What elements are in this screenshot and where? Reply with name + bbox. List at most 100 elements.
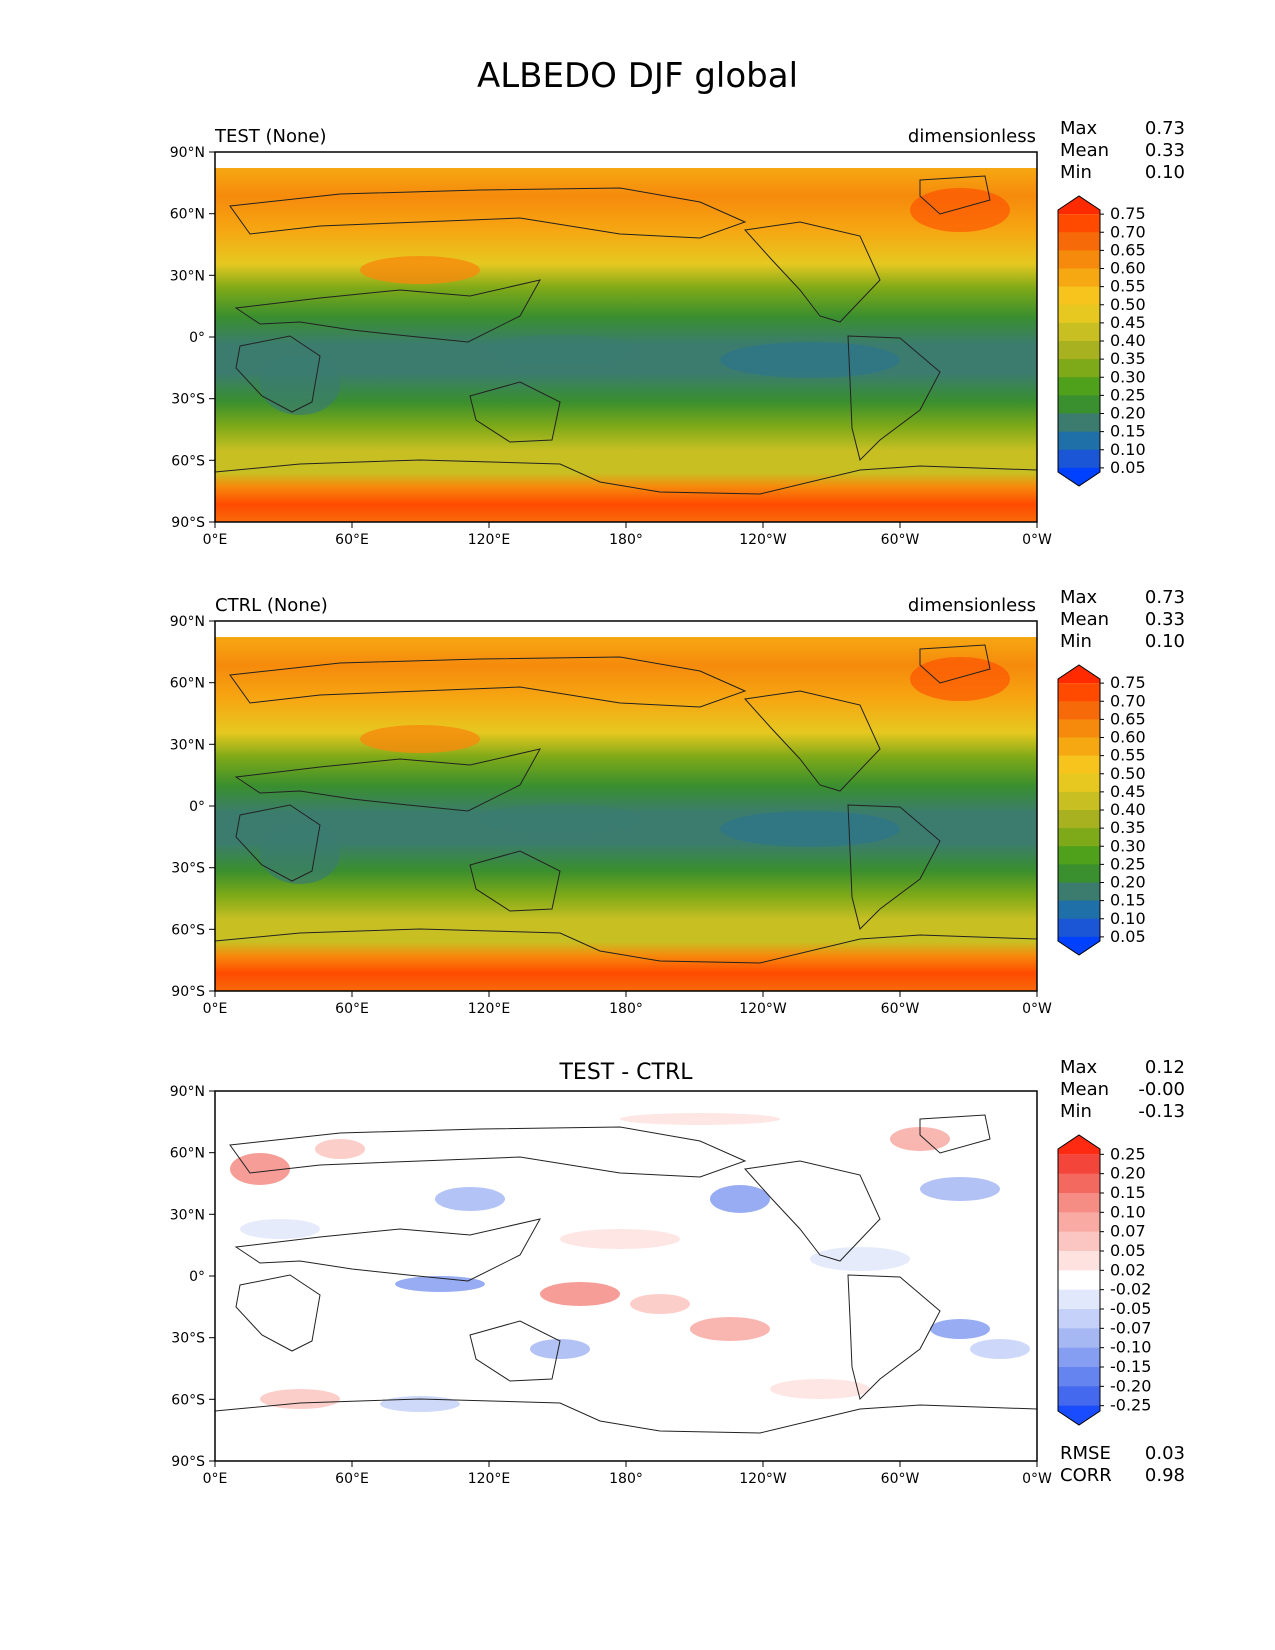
stat-value: 0.98 xyxy=(1145,1465,1185,1486)
stat-label: Min xyxy=(1060,1101,1092,1122)
colorbar-label: 0.50 xyxy=(1110,295,1146,314)
colorbar-segment xyxy=(1058,1193,1100,1213)
ytick-label: 60°N xyxy=(170,676,205,692)
stat-value: 0.10 xyxy=(1145,162,1185,183)
colorbar-segment xyxy=(1058,341,1100,360)
colorbar-segment xyxy=(1058,467,1100,486)
panel-diff-yaxis: 90°N 60°N 30°N 0° 30°S 60°S 90°S xyxy=(170,1084,215,1470)
colorbar-label: 0.45 xyxy=(1110,782,1146,801)
colorbar-segment xyxy=(1058,737,1100,757)
colorbar-label: 0.20 xyxy=(1110,873,1146,892)
colorbar-segment xyxy=(1058,232,1100,251)
colorbar-segment xyxy=(1058,304,1100,324)
xtick-label: 120°W xyxy=(739,1001,787,1017)
xtick-label: 0°W xyxy=(1022,532,1052,548)
colorbar-segment xyxy=(1058,791,1100,811)
xtick-label: 180° xyxy=(609,1001,643,1017)
xtick-label: 180° xyxy=(609,1471,643,1487)
colorbar-segment xyxy=(1058,882,1100,902)
colorbar-segment xyxy=(1058,1135,1100,1155)
panel-test-svg: TEST (None) dimensionless 90°N xyxy=(170,118,1185,548)
colorbar-segment xyxy=(1058,918,1100,938)
stat-value: 0.03 xyxy=(1145,1443,1185,1464)
stat-value: 0.73 xyxy=(1145,118,1185,139)
colorbar-label: 0.70 xyxy=(1110,222,1146,241)
panel-diff-colorbar: 0.250.200.150.100.070.050.02-0.02-0.05-0… xyxy=(1057,1134,1151,1426)
colorbar-label: 0.10 xyxy=(1110,1202,1146,1221)
xtick-label: 0°E xyxy=(203,1471,228,1487)
panel-test-colorbar: 0.750.700.650.600.550.500.450.400.350.30… xyxy=(1057,195,1146,487)
colorbar-label: 0.70 xyxy=(1110,691,1146,710)
colorbar-outline xyxy=(1057,195,1101,487)
xtick-label: 60°W xyxy=(881,1471,920,1487)
colorbar-segment xyxy=(1058,377,1100,396)
panel-diff-svg: TEST - CTRL xyxy=(170,1057,1185,1487)
stat-label: Mean xyxy=(1060,609,1109,630)
colorbar-label: 0.30 xyxy=(1110,367,1146,386)
colorbar-label: -0.07 xyxy=(1110,1318,1151,1337)
colorbar-label: -0.10 xyxy=(1110,1338,1151,1357)
colorbar-label: 0.05 xyxy=(1110,927,1146,946)
colorbar-segment xyxy=(1058,1309,1100,1329)
stat-label: Mean xyxy=(1060,1079,1109,1100)
xtick-label: 0°W xyxy=(1022,1471,1052,1487)
panel-ctrl-colorbar: 0.750.700.650.600.550.500.450.400.350.30… xyxy=(1057,664,1146,956)
colorbar-segment xyxy=(1058,449,1100,469)
colorbar-segment xyxy=(1058,395,1100,414)
colorbar-segment xyxy=(1058,936,1100,955)
stat-value: 0.33 xyxy=(1145,140,1185,161)
colorbar-label: 0.35 xyxy=(1110,349,1146,368)
ytick-label: 90°N xyxy=(170,145,205,161)
colorbar-outline xyxy=(1057,664,1101,956)
panel-ctrl-units: dimensionless xyxy=(908,595,1036,616)
colorbar-segment xyxy=(1058,1347,1100,1368)
panel-test-units: dimensionless xyxy=(908,126,1036,147)
colorbar-segment xyxy=(1058,268,1100,288)
ytick-label: 90°S xyxy=(171,515,205,531)
colorbar-label: 0.15 xyxy=(1110,891,1146,910)
ytick-label: 60°S xyxy=(171,1392,205,1408)
colorbar-label: 0.40 xyxy=(1110,331,1146,350)
colorbar-label: 0.10 xyxy=(1110,440,1146,459)
colorbar-segment xyxy=(1058,773,1100,793)
stat-label: RMSE xyxy=(1060,1443,1111,1464)
xtick-label: 60°E xyxy=(335,1471,369,1487)
colorbar-segment xyxy=(1058,900,1100,920)
stat-value: 0.73 xyxy=(1145,587,1185,608)
colorbar-label: 0.60 xyxy=(1110,728,1146,747)
panel-diff-center-title: TEST - CTRL xyxy=(558,1060,693,1085)
colorbar-label: 0.07 xyxy=(1110,1222,1146,1241)
panel-ctrl-left-title: CTRL (None) xyxy=(215,595,328,616)
xtick-label: 60°E xyxy=(335,1001,369,1017)
colorbar-label: 0.25 xyxy=(1110,385,1146,404)
stat-value: 0.10 xyxy=(1145,631,1185,652)
ytick-label: 30°S xyxy=(171,1331,205,1347)
colorbar-label: 0.15 xyxy=(1110,1183,1146,1202)
panel-diff-xaxis: 0°E 60°E 120°E 180° 120°W 60°W 0°W xyxy=(203,1461,1052,1487)
colorbar-segment xyxy=(1058,701,1100,720)
colorbar-segment xyxy=(1058,1328,1100,1349)
panel-test-xaxis: 0°E 60°E 120°E 180° 120°W 60°W 0°W xyxy=(203,522,1052,548)
panel-ctrl-xaxis: 0°E 60°E 120°E 180° 120°W 60°W 0°W xyxy=(203,991,1052,1017)
ytick-label: 90°S xyxy=(171,984,205,1000)
stat-label: Max xyxy=(1060,118,1098,139)
colorbar-segment xyxy=(1058,1289,1100,1310)
colorbar-label: 0.55 xyxy=(1110,746,1146,765)
colorbar-segment xyxy=(1058,322,1100,342)
stat-value: -0.00 xyxy=(1138,1079,1185,1100)
colorbar-label: 0.20 xyxy=(1110,404,1146,423)
colorbar-segment xyxy=(1058,810,1100,829)
colorbar-segment xyxy=(1058,1173,1100,1194)
ytick-label: 60°S xyxy=(171,453,205,469)
ytick-label: 30°N xyxy=(170,1207,205,1223)
panel-test-yaxis: 90°N 60°N 30°N 0° 30°S 60°S 90°S xyxy=(170,145,215,531)
colorbar-label: 0.65 xyxy=(1110,709,1146,728)
ytick-label: 90°S xyxy=(171,1454,205,1470)
colorbar-label: -0.05 xyxy=(1110,1299,1151,1318)
colorbar-segment xyxy=(1058,1154,1100,1175)
colorbar-label: 0.55 xyxy=(1110,277,1146,296)
colorbar-label: -0.15 xyxy=(1110,1357,1151,1376)
xtick-label: 180° xyxy=(609,532,643,548)
xtick-label: 120°E xyxy=(468,1001,511,1017)
colorbar-segment xyxy=(1058,828,1100,847)
